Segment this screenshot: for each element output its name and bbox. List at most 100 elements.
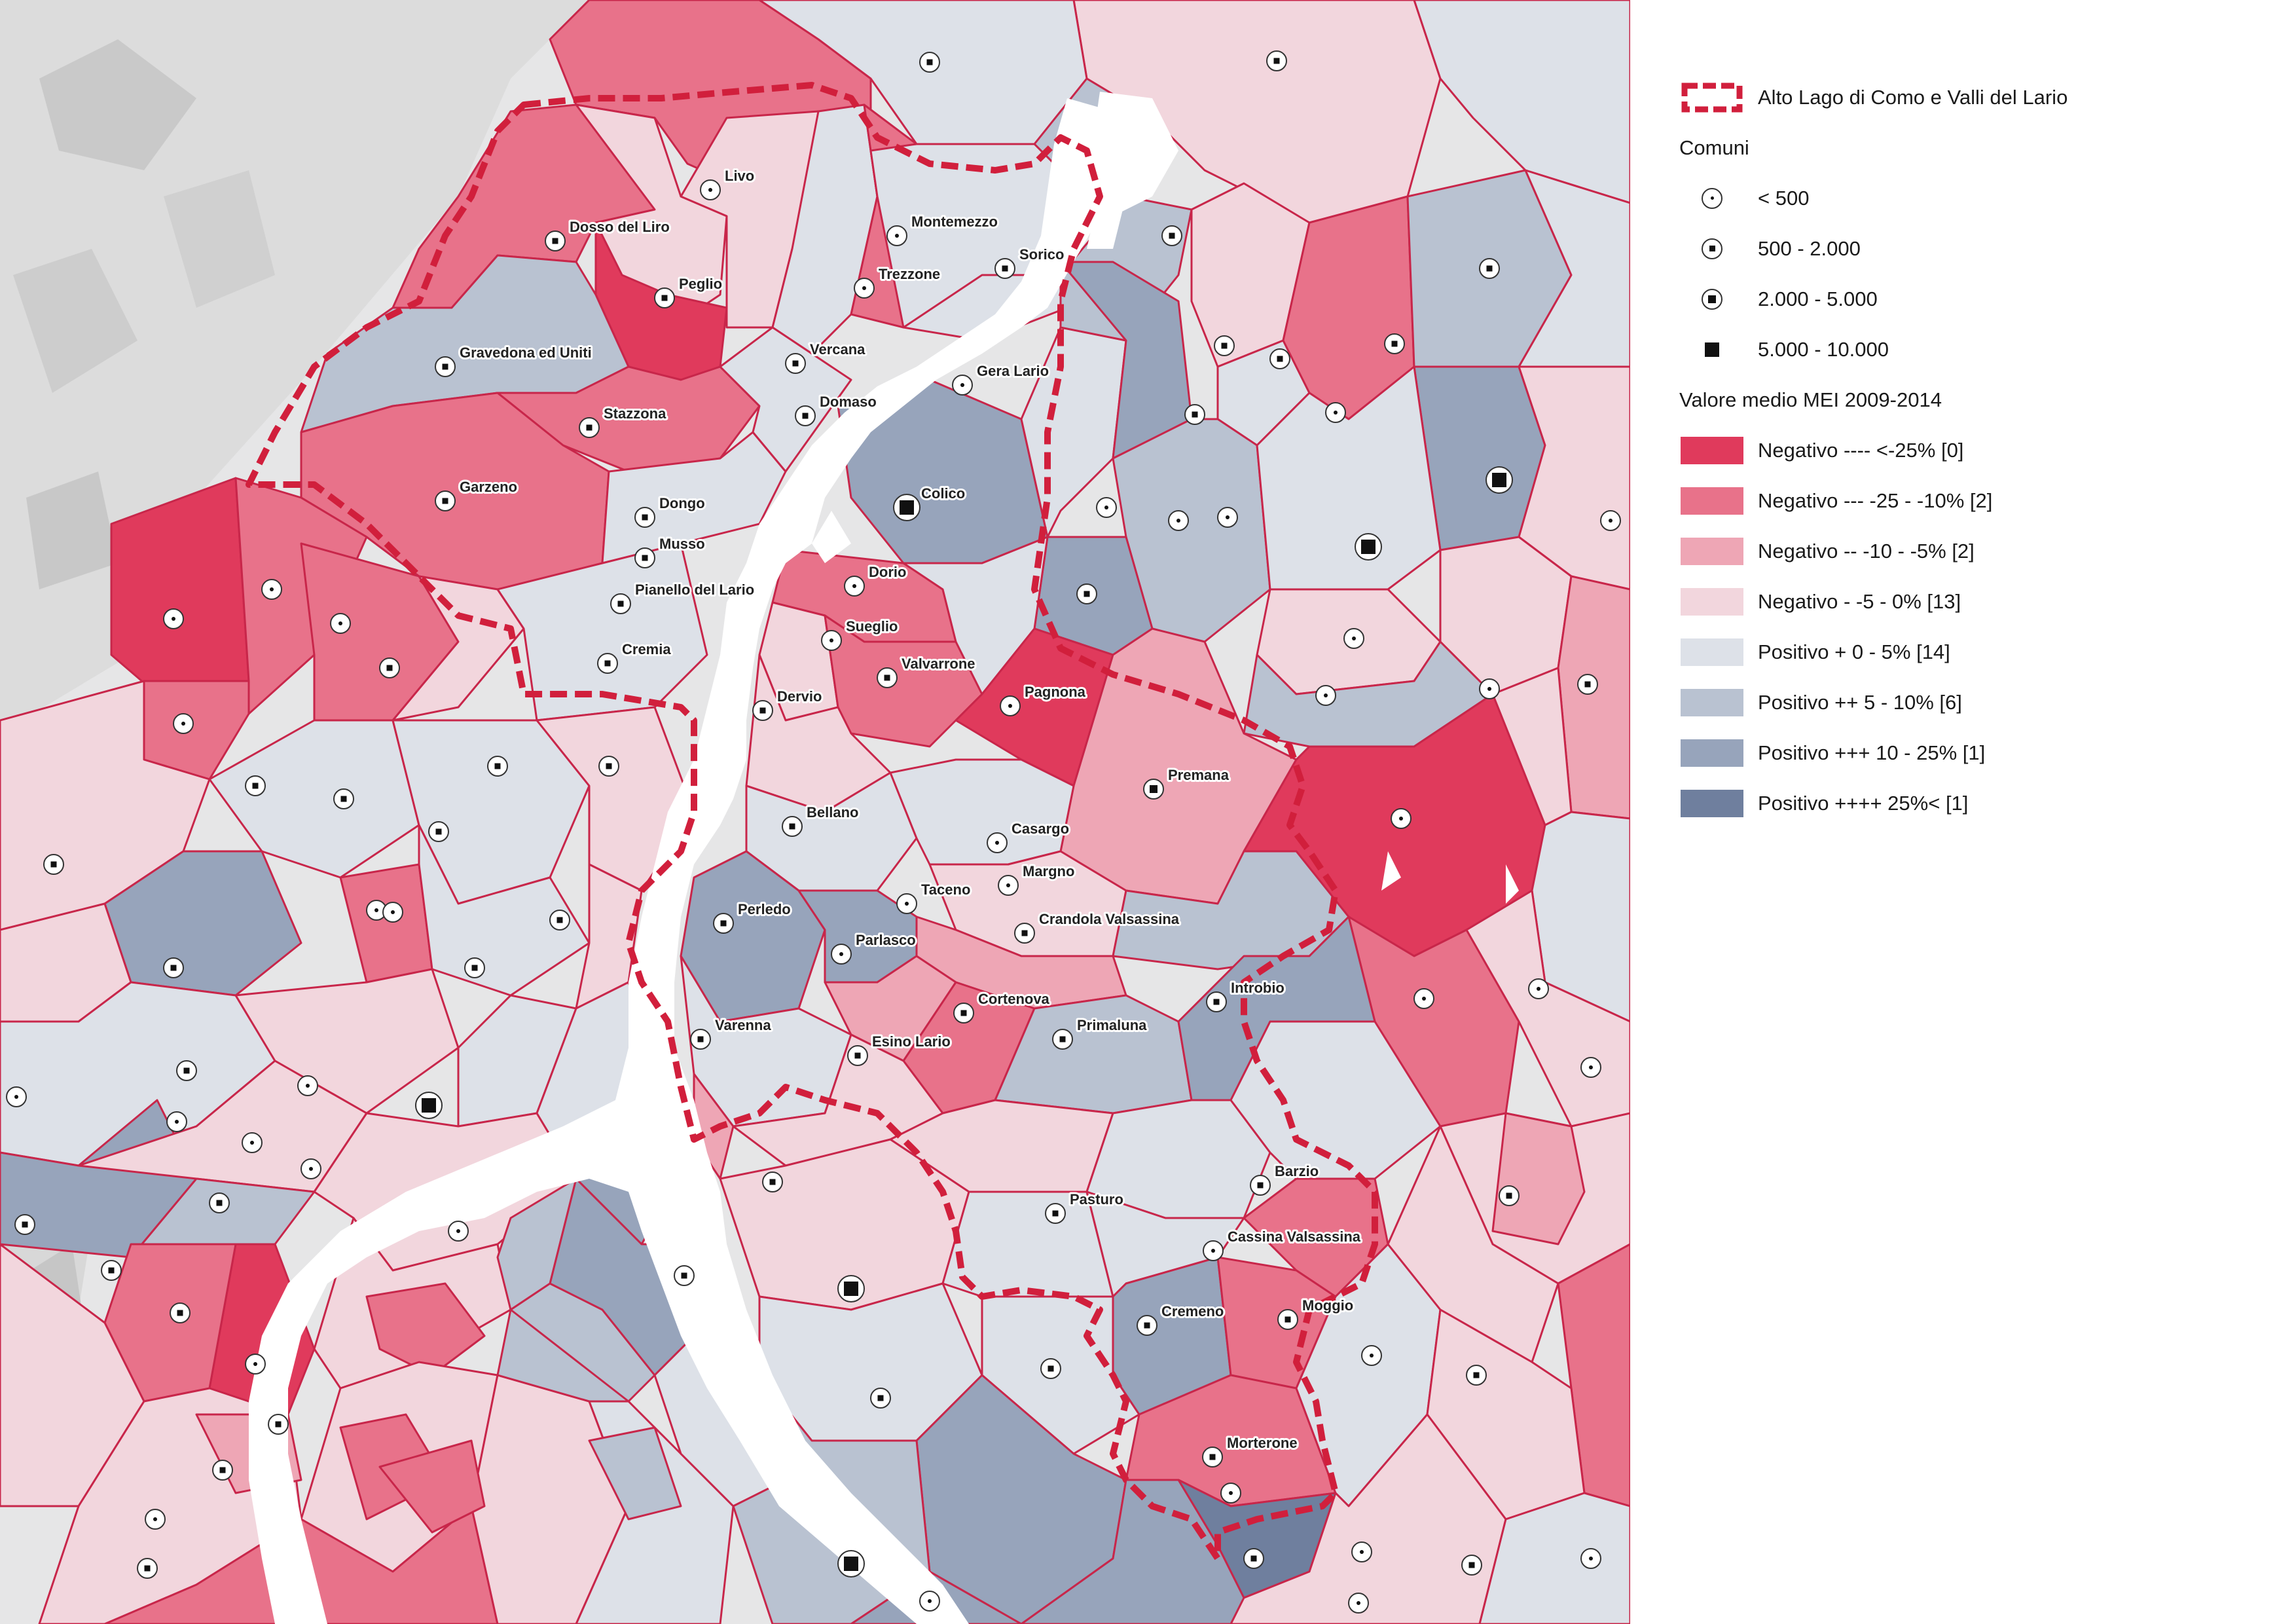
comune-label: Gera Lario (977, 363, 1049, 379)
comune-symbol (1485, 466, 1513, 494)
comune-symbol (752, 700, 773, 721)
comune-symbol (549, 910, 570, 931)
legend-color-swatch (1681, 688, 1743, 716)
comune-symbol (1325, 402, 1346, 423)
comune-label: Stazzona (604, 405, 666, 422)
comune-area (365, 1282, 486, 1376)
area-boundary (246, 82, 1378, 1562)
comune-symbol (1184, 404, 1205, 425)
comune-label: Dorio (869, 564, 906, 580)
comune-symbol (762, 1172, 783, 1192)
comune-symbol (690, 1029, 711, 1050)
comune-label: Colico (921, 485, 965, 502)
legend-mei-label: Positivo ++ 5 - 10% [6] (1758, 690, 1962, 714)
comune-symbol (870, 1388, 891, 1409)
comune-symbol (245, 1354, 266, 1375)
comune-symbol (1250, 1175, 1271, 1196)
comune-label: Parlasco (856, 932, 916, 948)
legend-mei-label: Positivo ++++ 25%< [1] (1758, 791, 1969, 815)
comune-label: Premana (1168, 767, 1230, 783)
comune-label: Vercana (810, 341, 866, 358)
comune-symbol (1577, 674, 1598, 695)
comune-label: Dosso del Liro (570, 219, 670, 235)
comune-symbol (610, 593, 631, 614)
legend-mei-row: Negativo -- -10 - -5% [2] (1679, 526, 2269, 576)
comune-symbol (886, 225, 907, 246)
legend-mei-label: Positivo +++ 10 - 25% [1] (1758, 741, 1986, 764)
comune-label: Sueglio (846, 618, 898, 635)
dot-medium-icon (1679, 234, 1745, 263)
legend-color-swatch (1681, 537, 1743, 565)
comune-label: Introbio (1231, 980, 1285, 996)
comune-symbol (382, 902, 403, 923)
legend-mei-label: Negativo - -5 - 0% [13] (1758, 589, 1961, 613)
comune-area (496, 1177, 577, 1311)
comune-symbol (952, 375, 973, 396)
comune-symbol (487, 756, 508, 777)
comune-symbol (333, 788, 354, 809)
comune-symbol (1243, 1548, 1264, 1569)
comune-symbol (579, 417, 600, 438)
legend-comuni-label: < 500 (1758, 186, 1810, 210)
comune-symbol (1220, 1483, 1241, 1504)
comune-symbol (896, 893, 917, 914)
comune-symbol (1391, 808, 1412, 829)
comune-label: Varenna (715, 1017, 771, 1033)
comune-label: Dongo (659, 495, 705, 511)
legend-comuni-label: 5.000 - 10.000 (1758, 337, 1889, 361)
comune-symbol (654, 287, 675, 308)
legend-color-swatch (1681, 587, 1743, 616)
comune-symbol (597, 653, 618, 674)
comune-symbol (297, 1075, 318, 1096)
comune-symbol (43, 854, 64, 875)
comune-label: Dervio (777, 688, 822, 705)
comune-symbol (634, 547, 655, 568)
comune-symbol (1143, 779, 1164, 800)
comune-symbol (821, 630, 842, 651)
legend-mei-label: Negativo --- -25 - -10% [2] (1758, 489, 1993, 512)
legend-comuni-row: 5.000 - 10.000 (1679, 324, 2269, 375)
comune-symbol (6, 1086, 27, 1107)
comune-symbol (163, 957, 184, 978)
legend-mei-label: Negativo -- -10 - -5% [2] (1758, 539, 1975, 563)
comune-symbol (919, 1591, 940, 1612)
comune-symbol (163, 608, 184, 629)
legend-mei-row: Positivo ++++ 25%< [1] (1679, 778, 2269, 828)
legend-comuni-label: 500 - 2.000 (1758, 236, 1861, 260)
legend-mei-row: Negativo - -5 - 0% [13] (1679, 576, 2269, 627)
comune-symbol (877, 667, 898, 688)
comune-label: Barzio (1275, 1163, 1319, 1179)
legend-comuni-row: < 500 (1679, 173, 2269, 223)
comune-label: Morterone (1227, 1435, 1298, 1451)
comune-symbol (301, 1158, 321, 1179)
comune-label: Pasturo (1070, 1191, 1123, 1208)
comune-symbol (1052, 1029, 1073, 1050)
comune-label: Trezzone (879, 266, 940, 282)
comune-symbol (1343, 628, 1364, 649)
comune-label: Valvarrone (902, 655, 975, 672)
comuni-labels: Livo Dosso del Liro Peglio Montemezzo Sorico… (458, 166, 1363, 1453)
comune-label: Margno (1023, 863, 1074, 879)
comune-symbol (176, 1060, 197, 1081)
comune-symbol (435, 356, 456, 377)
comune-area (378, 1439, 486, 1534)
comune-symbol (261, 579, 282, 600)
map-canvas[interactable]: Livo Dosso del Liro Peglio Montemezzo Sorico… (0, 0, 1630, 1624)
comune-symbol (1479, 258, 1500, 279)
legend-mei-row: Negativo ---- <-25% [0] (1679, 425, 2269, 475)
comune-symbol (674, 1265, 695, 1286)
comune-symbol (837, 1550, 865, 1578)
comune-symbol (893, 494, 920, 521)
legend-mei-title: Valore medio MEI 2009-2014 (1679, 388, 1942, 411)
comune-symbol (1461, 1555, 1482, 1576)
comune-symbol (1214, 335, 1235, 356)
comune-area (1478, 1492, 1630, 1624)
legend-mei-label: Positivo + 0 - 5% [14] (1758, 640, 1950, 663)
comune-symbol (170, 1302, 191, 1323)
legend-color-swatch (1681, 487, 1743, 515)
comune-label: Pianello del Lario (635, 581, 754, 598)
legend-color-swatch (1681, 436, 1743, 464)
comune-label: Cremia (622, 641, 671, 657)
comune-symbol (1277, 1309, 1298, 1330)
comune-label: Cremeno (1161, 1303, 1224, 1320)
